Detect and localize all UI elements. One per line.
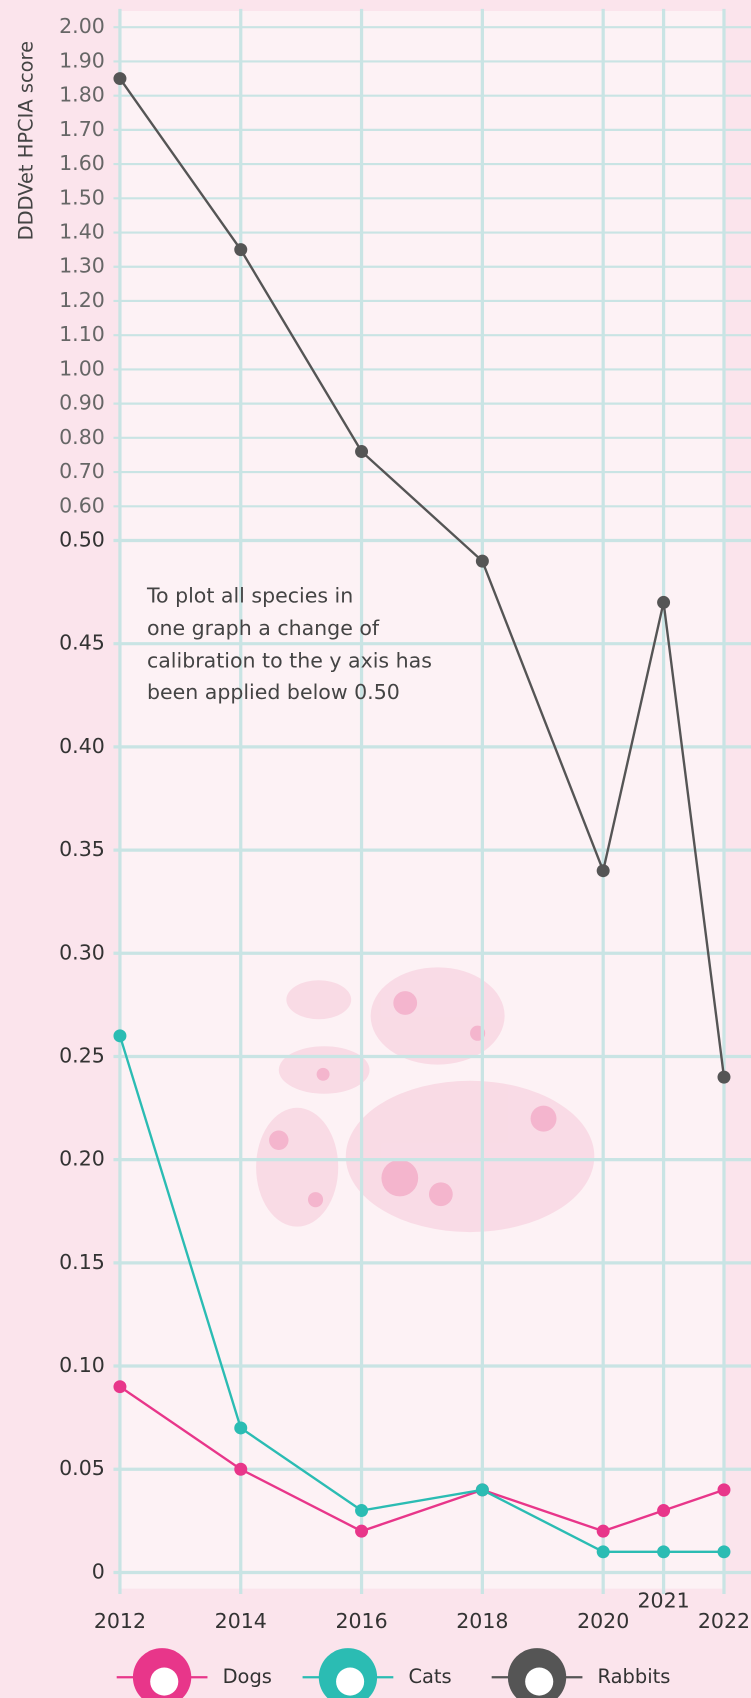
y-tick-label: 0.45	[59, 631, 105, 655]
y-tick-label: 1.70	[59, 117, 105, 141]
x-tick-label: 2020	[577, 1609, 629, 1633]
data-point	[355, 445, 368, 458]
y-tick-label: 1.10	[59, 322, 105, 346]
legend-icon-inner	[336, 1668, 364, 1696]
x-tick-label: 2012	[94, 1609, 146, 1633]
y-tick-label: 1.00	[59, 356, 105, 380]
y-tick-label: 1.40	[59, 220, 105, 244]
y-tick-label: 0.25	[59, 1043, 105, 1067]
data-point	[476, 555, 489, 568]
y-tick-label: 0.20	[59, 1147, 105, 1171]
y-tick-label: 0.15	[59, 1250, 105, 1274]
data-point	[718, 1545, 731, 1558]
y-tick-label: 1.20	[59, 288, 105, 312]
data-point	[657, 1545, 670, 1558]
y-tick-label: 1.60	[59, 151, 105, 175]
data-point	[234, 1463, 247, 1476]
y-tick-label: 1.30	[59, 254, 105, 278]
x-tick-label: 2016	[335, 1609, 387, 1633]
data-point	[234, 1421, 247, 1434]
y-tick-label: 1.50	[59, 185, 105, 209]
y-tick-label: 1.90	[59, 48, 105, 72]
legend-icon-inner	[150, 1668, 178, 1696]
y-tick-label: 0.10	[59, 1353, 105, 1377]
y-tick-label: 0.80	[59, 425, 105, 449]
plot-area	[120, 11, 725, 1589]
x-tick-label: 2018	[456, 1609, 508, 1633]
data-point	[355, 1525, 368, 1538]
data-point	[113, 1380, 126, 1393]
data-point	[234, 243, 247, 256]
data-point	[113, 72, 126, 85]
y-tick-label: 0.35	[59, 837, 105, 861]
annotation-line: one graph a change of	[147, 616, 380, 640]
y-tick-label: 0.50	[59, 527, 105, 551]
data-point	[113, 1029, 126, 1042]
legend-icon-inner	[525, 1668, 553, 1696]
y-tick-label: 0.05	[59, 1456, 105, 1480]
legend-label: Cats	[408, 1665, 451, 1688]
legend-label: Rabbits	[598, 1665, 671, 1688]
data-point	[718, 1071, 731, 1084]
data-point	[597, 864, 610, 877]
legend-label: Dogs	[223, 1665, 272, 1688]
y-tick-label: 1.80	[59, 83, 105, 107]
chart: 0 0.05 0.10 0.15 0.20 0.25 0.30 0.35 0.40 0.45 0.5…	[0, 0, 751, 1698]
x-tick-label: 2014	[215, 1609, 267, 1633]
data-point	[597, 1525, 610, 1538]
page: {"chart_data": { "type": "line", "y_axis…	[0, 0, 751, 1698]
annotation-line: been applied below 0.50	[147, 680, 400, 704]
y-tick-label: 0.30	[59, 940, 105, 964]
y-axis-label: DDDVet HPCIA score	[15, 41, 38, 240]
annotation-line: To plot all species in	[146, 584, 353, 608]
x-tick-label: 2022	[698, 1609, 750, 1633]
data-point	[355, 1504, 368, 1517]
data-point	[597, 1545, 610, 1558]
y-tick-label: 0.40	[59, 734, 105, 758]
x-tick-label: 2021	[637, 1589, 689, 1613]
data-point	[657, 1504, 670, 1517]
y-tick-label: 0.90	[59, 391, 105, 415]
y-tick-label: 0.60	[59, 493, 105, 517]
y-tick-label: 0	[92, 1559, 105, 1583]
data-point	[476, 1483, 489, 1496]
data-point	[718, 1483, 731, 1496]
y-tick-label: 2.00	[59, 14, 105, 38]
data-point	[657, 596, 670, 609]
annotation-line: calibration to the y axis has	[147, 649, 432, 673]
y-tick-label: 0.70	[59, 459, 105, 483]
